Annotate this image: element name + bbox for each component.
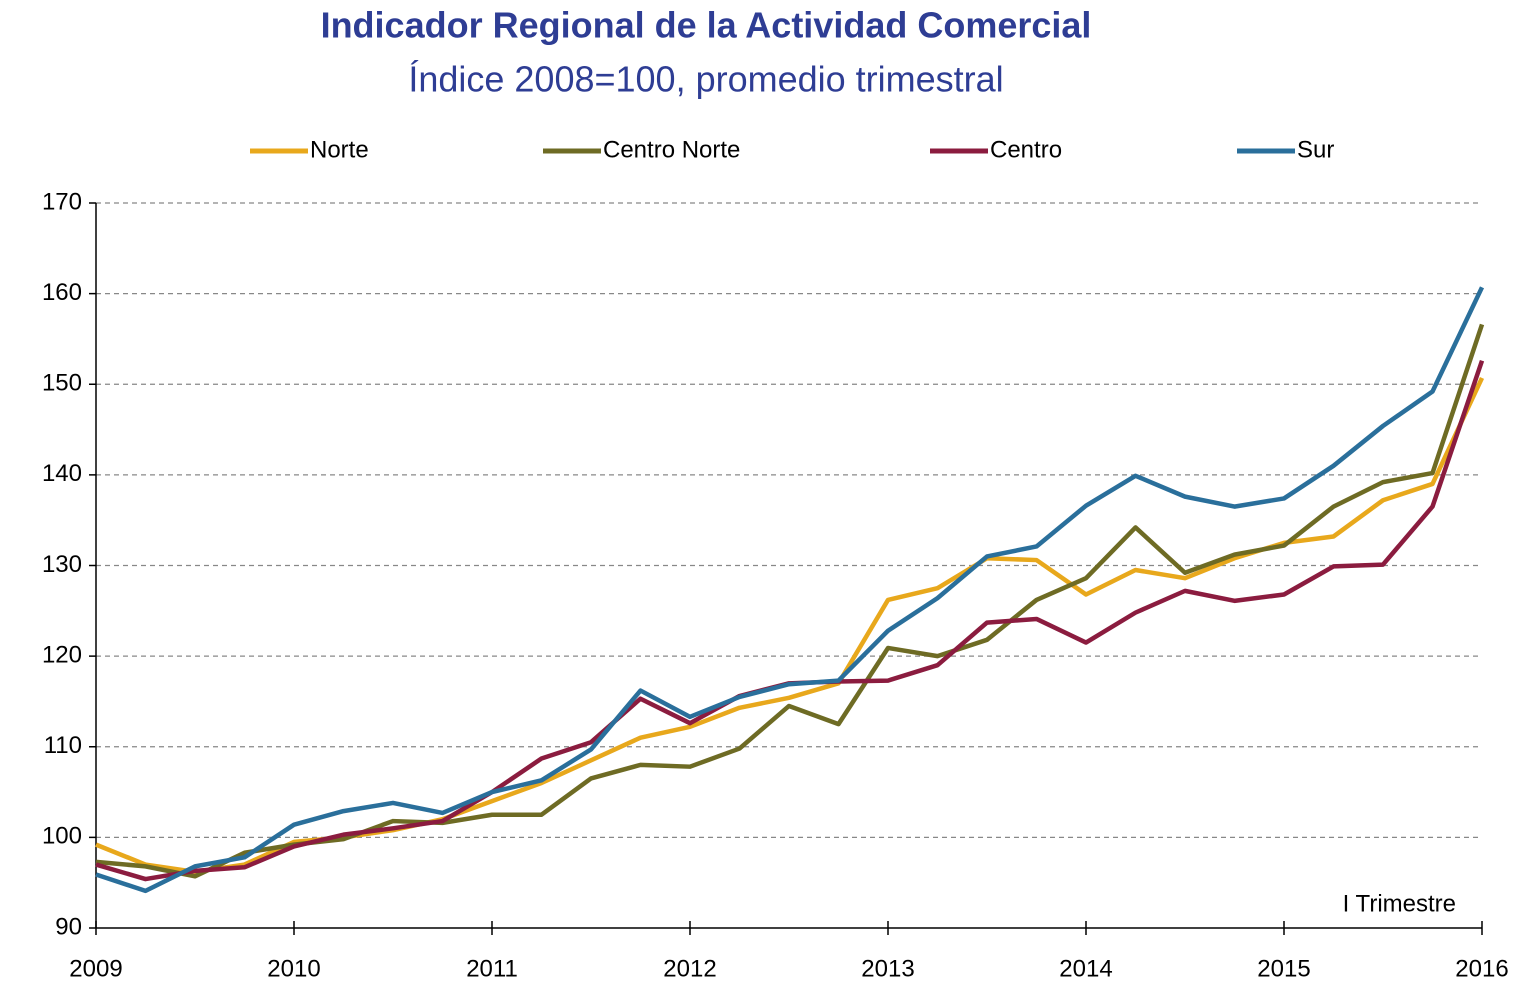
y-tick-label: 140 (42, 460, 82, 487)
annotation: I Trimestre (1343, 890, 1456, 917)
y-tick-label: 150 (42, 370, 82, 397)
y-tick-label: 100 (42, 823, 82, 850)
series-line (95, 359, 1485, 882)
chart-title: Indicador Regional de la Actividad Comer… (321, 5, 1092, 46)
y-tick-label: 120 (42, 641, 82, 668)
x-tick-label: 2010 (267, 955, 320, 982)
y-tick-label: 110 (44, 732, 82, 759)
y-tick-label: 170 (42, 188, 82, 215)
x-tick-label: 2014 (1059, 955, 1112, 982)
x-tick-label: 2009 (69, 955, 122, 982)
series-line (95, 376, 1485, 875)
x-tick-label: 2013 (861, 955, 914, 982)
legend-label: Centro Norte (603, 136, 740, 163)
x-tick-label: 2016 (1455, 955, 1508, 982)
x-tick-label: 2012 (663, 955, 716, 982)
x-tick-label: 2015 (1257, 955, 1310, 982)
legend-label: Centro (990, 136, 1062, 163)
series-line (95, 286, 1485, 894)
legend-label: Sur (1297, 136, 1334, 163)
chart-subtitle: Índice 2008=100, promedio trimestral (408, 59, 1003, 100)
series-line (95, 323, 1485, 879)
y-tick-label: 130 (42, 551, 82, 578)
y-tick-label: 160 (42, 279, 82, 306)
x-tick-label: 2011 (466, 955, 518, 982)
y-tick-label: 90 (55, 913, 82, 940)
legend-label: Norte (310, 136, 369, 163)
